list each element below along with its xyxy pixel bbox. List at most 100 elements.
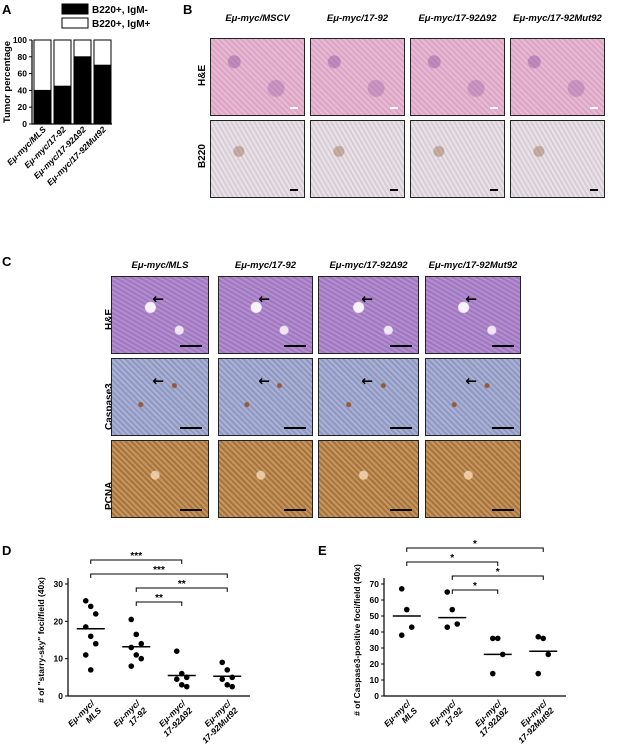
e-ytick-label-0: 0 [374, 691, 379, 701]
scale-bar [490, 107, 498, 109]
b-micrograph-1-1 [310, 120, 405, 198]
e-ylabel: # of Caspase3-positive foci/field (40x) [352, 564, 362, 716]
arrow-icon: ↙ [148, 289, 169, 309]
panel-label-b: B [183, 2, 193, 17]
e-sig-2: * [496, 567, 500, 578]
a-bar-1-1 [53, 39, 72, 87]
e-sig-3: * [473, 581, 477, 592]
d-bracket-1 [90, 573, 228, 578]
e-point-1-2 [454, 621, 461, 627]
a-ylabel: Tumor percentage [2, 41, 13, 123]
d-bracket-3 [135, 601, 183, 606]
e-sig-1: * [450, 553, 454, 564]
scale-bar [284, 427, 306, 429]
b-column-title-2: Eμ-myc/17-92Δ92 [418, 13, 497, 24]
e-ytick-label-2: 20 [370, 659, 380, 669]
panel-d-chart: 0 10 20 30 # of "starry-sky" foci/field (40x… [36, 551, 250, 744]
d-ytick-label-3: 30 [54, 579, 64, 589]
e-point-0-2 [408, 624, 415, 630]
scale-bar [390, 427, 412, 429]
d-point-3-0 [219, 659, 226, 666]
d-point-2-5 [183, 683, 190, 690]
d-sig-2: ** [178, 579, 186, 590]
d-point-0-4 [87, 633, 94, 640]
b-micrograph-1-2 [410, 120, 505, 198]
d-sig-1: *** [153, 565, 165, 576]
scale-bar [390, 345, 412, 347]
d-point-1-6 [128, 663, 135, 669]
e-point-2-3 [489, 670, 496, 677]
b-micrograph-1-0 [210, 120, 305, 198]
e-ytick-label-6: 60 [370, 595, 380, 605]
d-point-0-0 [82, 598, 89, 604]
e-point-0-3 [398, 632, 405, 638]
legend-label-1: B220+, IgM+ [92, 19, 151, 30]
arrow-icon: ↙ [148, 371, 169, 391]
arrow-icon: ↙ [461, 371, 482, 391]
arrow-icon: ↙ [461, 289, 482, 309]
a-ytick-label-0: 0 [22, 119, 27, 129]
a-ytick-label-5: 100 [13, 35, 27, 45]
a-bar-1-0 [53, 85, 72, 125]
d-xtick-label-1: Eμ-myc/17-92 [111, 697, 150, 736]
d-point-0-1 [87, 603, 94, 610]
arrow-icon: ↙ [356, 289, 377, 309]
d-point-0-2 [92, 611, 99, 617]
e-xtick-label-1: Eμ-myc/17-92 [427, 697, 466, 736]
d-xtick-label-0: Eμ-myc/MLS [66, 697, 105, 736]
c-column-title-3: Eμ-myc/17-92Mut92 [428, 260, 518, 271]
e-point-3-0 [535, 634, 542, 640]
legend-swatch-0 [61, 3, 89, 15]
e-bracket-0 [406, 547, 544, 552]
scale-bar [590, 189, 598, 191]
c-micrograph-0-0: ↙ [111, 276, 209, 354]
e-bracket-3 [451, 589, 499, 594]
e-sig-0: * [473, 540, 477, 550]
d-ytick-label-1: 10 [54, 654, 64, 664]
d-sig-3: ** [155, 593, 163, 604]
d-point-1-1 [133, 631, 140, 638]
scale-bar [390, 107, 398, 109]
e-ytick-label-1: 10 [370, 675, 380, 685]
a-bar-2-0 [73, 56, 92, 125]
row-title-b220: B220 [197, 144, 208, 168]
d-point-2-3 [173, 676, 180, 682]
scale-bar [180, 509, 202, 511]
d-xtick-label-3: Eμ-myc/17-92Mut92 [193, 697, 241, 744]
c-micrograph-2-2 [318, 440, 419, 518]
d-bracket-0 [90, 559, 183, 564]
c-micrograph-1-1: ↙ [218, 358, 313, 436]
b-micrograph-1-3 [510, 120, 605, 198]
d-ytick-label-0: 0 [58, 691, 63, 701]
c-micrograph-1-3: ↙ [425, 358, 521, 436]
scale-bar [290, 189, 298, 191]
a-bar-3-1 [93, 39, 112, 66]
panel-label-a: A [2, 2, 12, 17]
arrow-icon: ↙ [254, 289, 275, 309]
e-ytick-label-7: 70 [370, 579, 380, 589]
scale-bar [284, 509, 306, 511]
scale-bar [284, 345, 306, 347]
panel-a-chart: B220+, IgM- B220+, IgM+ 0 20 40 60 80 100Tumor … [2, 3, 151, 187]
b-column-title-1: Eμ-myc/17-92 [326, 13, 389, 24]
d-point-3-3 [219, 676, 226, 682]
e-ytick-label-5: 50 [370, 611, 380, 621]
c-micrograph-2-3 [425, 440, 521, 518]
legend-swatch-1 [61, 17, 89, 29]
panel-label-e: E [318, 543, 327, 558]
d-ytick-label-2: 20 [54, 616, 64, 626]
legend-label-0: B220+, IgM- [92, 5, 148, 16]
d-point-0-5 [92, 640, 99, 647]
e-xtick-label-3: Eμ-myc/17-92Mut92 [509, 697, 557, 744]
d-bracket-2 [135, 587, 228, 592]
b-column-title-3: Eμ-myc/17-92Mut92 [513, 13, 602, 24]
b-micrograph-0-1 [310, 38, 405, 116]
e-point-3-1 [540, 635, 547, 642]
c-micrograph-0-3: ↙ [425, 276, 521, 354]
a-ytick-label-3: 60 [18, 69, 28, 79]
e-point-3-3 [535, 670, 542, 677]
d-point-3-1 [224, 667, 231, 673]
e-bracket-2 [451, 575, 544, 580]
scale-bar [180, 427, 202, 429]
scale-bar [180, 345, 202, 347]
